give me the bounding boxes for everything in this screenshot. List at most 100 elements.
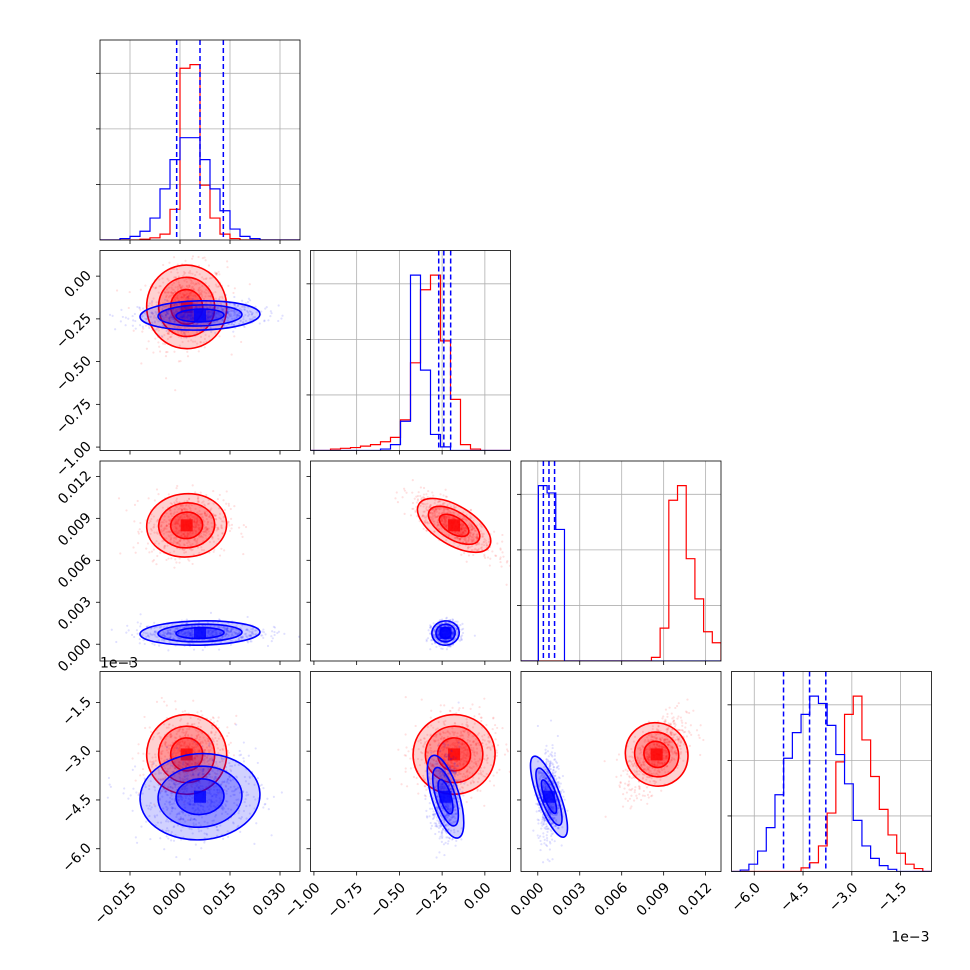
scatter-point — [444, 515, 447, 518]
scatter-point — [133, 503, 137, 506]
scatter-point — [193, 283, 196, 286]
scatter-point — [209, 310, 212, 314]
scatter-point — [433, 510, 436, 513]
scatter-point — [207, 316, 210, 319]
scatter-point — [444, 517, 447, 521]
scatter-point — [211, 314, 214, 317]
scatter-point — [158, 278, 161, 281]
scatter-point — [225, 628, 229, 631]
scatter-point — [197, 523, 200, 527]
scatter-point — [129, 794, 132, 797]
scatter-point — [173, 303, 177, 306]
scatter-point — [192, 288, 195, 291]
scatter-point — [174, 522, 177, 525]
scatter-point — [153, 630, 157, 633]
scatter-point — [191, 633, 195, 636]
scatter-point — [207, 638, 210, 641]
scatter-point — [157, 341, 160, 344]
scatter-point — [206, 321, 209, 324]
scatter-point — [444, 523, 447, 526]
scatter-point — [187, 631, 190, 634]
scatter-point — [192, 316, 195, 319]
scatter-point — [161, 529, 164, 532]
scatter-point — [232, 627, 235, 631]
scatter-point — [177, 519, 180, 522]
scatter-point — [172, 288, 175, 292]
scatter-point — [449, 505, 453, 508]
scatter-point — [459, 527, 462, 530]
scatter-point — [249, 634, 252, 637]
scatter-point — [182, 295, 186, 298]
scatter-point — [137, 532, 140, 535]
scatter-point — [439, 493, 442, 496]
scatter-point — [436, 515, 439, 519]
scatter-point — [230, 627, 233, 630]
scatter-point — [225, 630, 228, 634]
scatter-point — [206, 629, 209, 632]
scatter-point — [208, 277, 212, 280]
scatter-point — [169, 538, 172, 542]
scatter-point — [170, 291, 173, 294]
scatter-point — [240, 340, 243, 344]
scatter-point — [192, 699, 195, 702]
scatter-point — [174, 708, 178, 711]
scatter-point — [155, 318, 159, 321]
scatter-point — [167, 300, 170, 303]
scatter-point — [465, 540, 468, 544]
scatter-point — [195, 525, 198, 528]
scatter-point — [453, 537, 457, 540]
scatter-point — [183, 316, 187, 320]
scatter-point — [262, 628, 265, 631]
scatter-point — [171, 283, 174, 287]
scatter-point — [154, 635, 157, 638]
scatter-point — [177, 515, 180, 518]
scatter-point — [180, 316, 184, 319]
scatter-point — [194, 491, 197, 494]
scatter-point — [166, 311, 169, 314]
scatter-point — [150, 627, 153, 630]
scatter-point — [183, 333, 187, 336]
scatter-point — [462, 527, 466, 530]
scatter-point — [188, 292, 191, 296]
scatter-point — [465, 560, 468, 563]
scatter-point — [157, 301, 160, 304]
scatter-point — [169, 319, 172, 322]
scatter-point — [426, 522, 429, 525]
scatter-point — [469, 546, 472, 549]
scatter-point — [226, 311, 229, 315]
scatter-point — [182, 314, 185, 318]
scatter-point — [201, 648, 204, 652]
scatter-point — [164, 544, 167, 547]
scatter-point — [221, 308, 225, 311]
scatter-point — [187, 539, 190, 543]
scatter-point — [204, 529, 207, 533]
scatter-point — [167, 518, 171, 522]
scatter-point — [148, 326, 151, 329]
scatter-point — [194, 273, 197, 277]
scatter-point — [298, 635, 300, 638]
scatter-point — [158, 632, 161, 635]
scatter-point — [132, 546, 135, 549]
scatter-point — [132, 319, 135, 322]
scatter-point — [204, 530, 207, 534]
scatter-point — [237, 312, 240, 315]
scatter-point — [186, 312, 189, 315]
scatter-point — [419, 486, 422, 489]
scatter-point — [471, 536, 474, 539]
scatter-point — [458, 533, 461, 536]
scatter-point — [188, 517, 192, 520]
scatter-point — [198, 273, 201, 276]
scatter-point — [227, 630, 230, 634]
scatter-point — [212, 629, 215, 632]
scatter-point — [183, 317, 186, 320]
scatter-point — [193, 537, 197, 540]
scatter-point — [217, 648, 221, 651]
scatter-point — [206, 316, 210, 319]
scatter-point — [207, 628, 210, 631]
scatter-point — [157, 492, 160, 496]
scatter-point — [131, 757, 134, 760]
scatter-point — [187, 313, 190, 316]
scatter-point — [193, 519, 196, 523]
scatter-point — [188, 497, 191, 500]
